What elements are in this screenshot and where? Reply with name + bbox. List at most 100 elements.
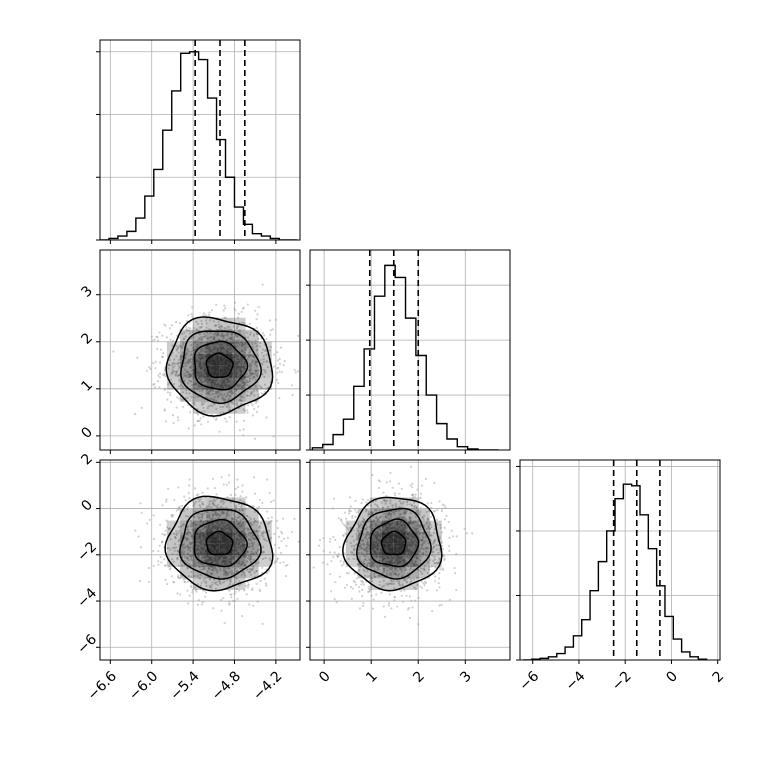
sample-point [238, 509, 241, 512]
sample-point [245, 507, 248, 510]
sample-point [442, 553, 445, 556]
sample-point [189, 532, 192, 535]
sample-point [233, 518, 236, 521]
sample-point [177, 507, 180, 510]
sample-point [263, 538, 266, 541]
sample-point [243, 409, 246, 412]
sample-point [180, 551, 183, 554]
sample-point [395, 510, 398, 513]
sample-point [228, 600, 231, 603]
sample-point [251, 587, 254, 590]
sample-point [245, 343, 248, 346]
sample-point [196, 411, 199, 414]
sample-point [245, 535, 248, 538]
sample-point [254, 372, 257, 375]
sample-point [234, 379, 237, 382]
sample-point [410, 579, 413, 583]
sample-point [212, 607, 215, 610]
sample-point [182, 365, 185, 368]
sample-point [392, 580, 395, 583]
sample-point [161, 504, 164, 507]
sample-point [248, 380, 251, 383]
sample-point [403, 578, 406, 581]
sample-point [421, 516, 425, 519]
sample-point [398, 573, 401, 576]
sample-point [157, 374, 160, 377]
sample-point [354, 499, 357, 503]
sample-point [271, 328, 274, 331]
sample-point [212, 504, 215, 507]
sample-point [209, 572, 212, 575]
sample-point [389, 568, 392, 571]
sample-point [366, 575, 369, 578]
sample-point [226, 496, 229, 499]
sample-point [382, 605, 385, 608]
sample-point [240, 396, 243, 399]
sample-point [428, 521, 432, 524]
sample-point [210, 583, 214, 587]
sample-point [252, 565, 255, 568]
sample-point [240, 567, 243, 570]
sample-point [252, 376, 255, 379]
sample-point [209, 389, 212, 392]
sample-point [245, 550, 249, 553]
marginal-background [100, 40, 300, 240]
sample-point [175, 509, 178, 512]
sample-point [213, 503, 216, 506]
sample-point [208, 393, 211, 396]
sample-point [189, 358, 192, 361]
sample-point [346, 522, 349, 525]
sample-point [364, 535, 367, 539]
sample-point [232, 513, 236, 516]
sample-point [254, 378, 257, 381]
sample-point [203, 568, 206, 571]
sample-point [190, 395, 193, 398]
sample-point [417, 526, 420, 530]
sample-point [410, 560, 413, 563]
sample-point [190, 364, 193, 368]
sample-point [396, 574, 400, 577]
sample-point [262, 551, 265, 554]
sample-point [187, 528, 190, 531]
sample-point [230, 517, 234, 520]
sample-point [186, 506, 189, 509]
sample-point [278, 362, 282, 365]
sample-point [208, 577, 211, 580]
sample-point [233, 381, 236, 384]
sample-point [234, 515, 237, 518]
sample-point [249, 521, 252, 525]
sample-point [213, 487, 217, 490]
sample-point [236, 577, 239, 580]
sample-point [398, 580, 401, 583]
sample-point [190, 353, 193, 357]
sample-point [175, 371, 178, 374]
sample-point [433, 545, 436, 548]
sample-point [225, 483, 229, 486]
sample-point [361, 520, 364, 523]
density-cell [232, 543, 246, 556]
sample-point [202, 565, 205, 568]
sample-point [206, 420, 210, 423]
sample-point [225, 571, 228, 574]
sample-point [176, 346, 180, 349]
sample-point [171, 362, 175, 365]
sample-point [415, 510, 418, 513]
sample-point [360, 501, 363, 505]
sample-point [222, 335, 225, 338]
sample-point [424, 547, 427, 550]
sample-point [254, 385, 257, 388]
sample-point [199, 505, 202, 508]
sample-point [423, 584, 426, 587]
sample-point [236, 565, 240, 569]
density-cell [258, 555, 272, 567]
sample-point [409, 562, 413, 565]
sample-point [196, 346, 199, 349]
sample-point [420, 547, 423, 550]
sample-point [251, 536, 254, 539]
sample-point [185, 389, 188, 392]
sample-point [360, 595, 364, 598]
sample-point [368, 590, 371, 593]
sample-point [241, 388, 244, 391]
sample-point [424, 580, 427, 583]
sample-point [234, 581, 237, 584]
